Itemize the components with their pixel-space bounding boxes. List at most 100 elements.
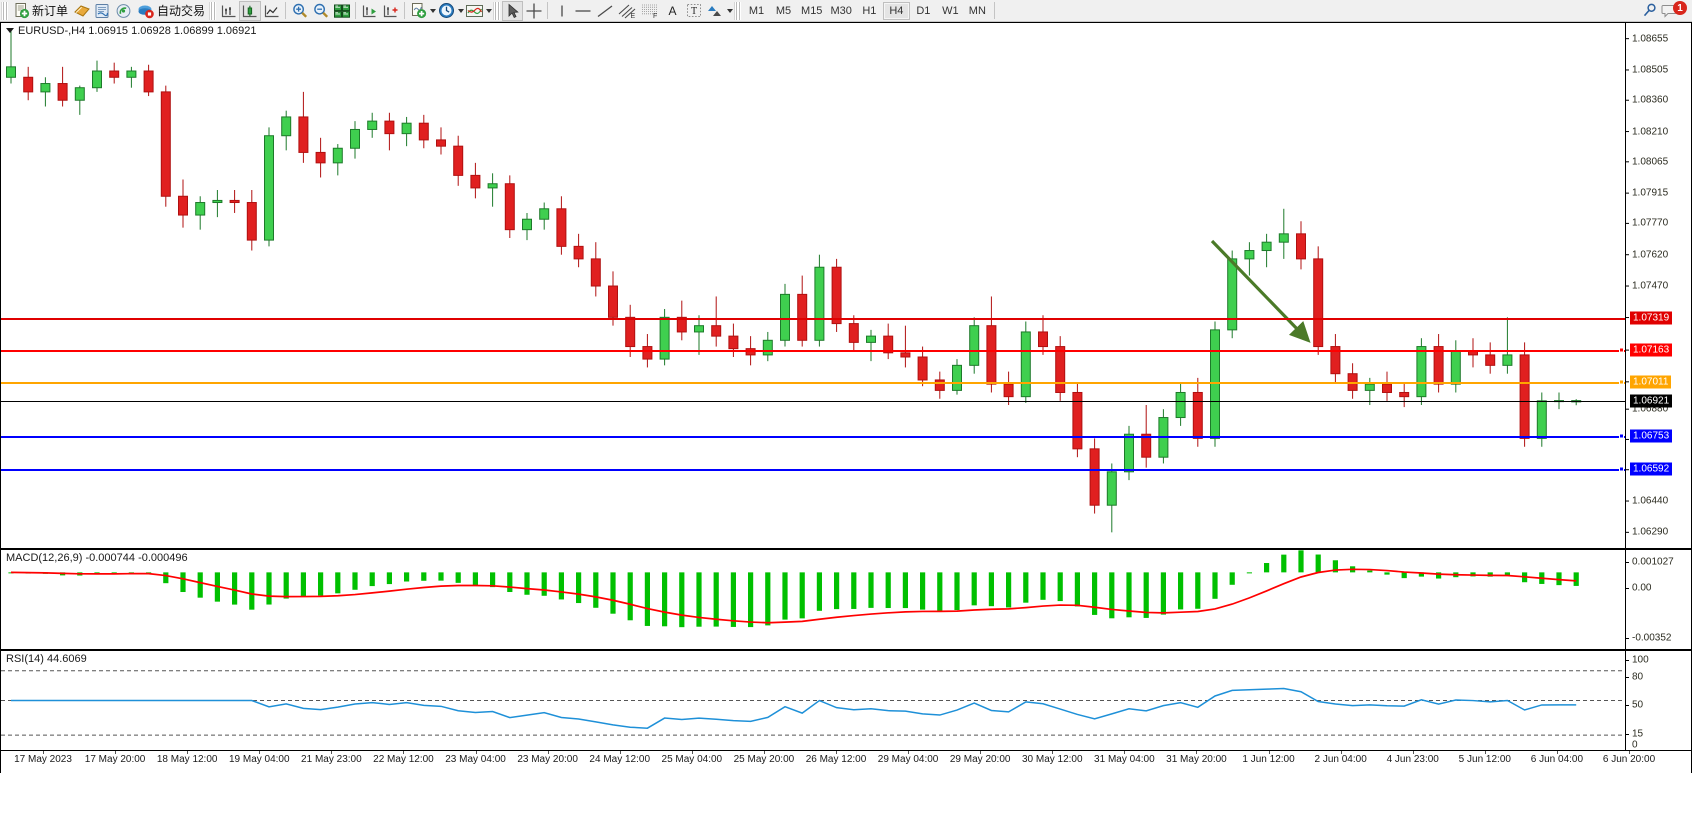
trendline-icon[interactable] [594,1,616,21]
toolbar-grip[interactable] [1,1,8,20]
price-axis-label: 1.08210 [1632,126,1669,138]
horizontal-line-icon[interactable] [572,1,594,21]
zoom-in-icon[interactable] [289,1,310,21]
indicator-dropdown-caret[interactable] [430,8,437,13]
price-tag-resistance-2[interactable]: 1.07319 [1630,311,1673,325]
time-axis-tick [403,751,405,754]
price-tag-support-2[interactable]: 1.06592 [1630,462,1673,476]
price-axis-label: 1.08065 [1632,156,1669,168]
time-axis-tick [908,751,910,754]
price-tag-pivot[interactable]: 1.07011 [1630,375,1672,389]
add-indicator-icon[interactable] [408,1,429,21]
textbox-tool-icon[interactable]: T [683,1,704,21]
new-order-label: 新订单 [32,4,69,18]
cursor-icon[interactable] [502,0,524,21]
macd-axis-tick-zero [1626,588,1629,589]
timeframe-h1[interactable]: H1 [862,4,877,17]
time-axis-label: 5 Jun 12:00 [1458,754,1511,765]
search-icon[interactable] [1639,1,1660,21]
rsi-axis-label-0: 0 [1632,739,1638,751]
time-axis-label: 4 Jun 23:00 [1386,754,1439,765]
level-handle-pivot[interactable] [1619,379,1624,385]
line-chart-icon[interactable] [261,1,282,21]
macd-pane[interactable]: MACD(12,26,9) -0.000744 -0.000496 0.0010… [0,549,1692,650]
time-axis-tick [259,751,261,754]
zoom-out-icon[interactable] [310,1,331,21]
timeframe-d1[interactable]: D1 [916,4,931,17]
auto-scroll-icon[interactable] [359,1,380,21]
chart-shift-icon[interactable] [380,1,401,21]
level-handle-support-2[interactable] [1619,466,1624,472]
svg-text:T: T [691,6,697,17]
price-pane[interactable]: EURUSD-,H4 1.06915 1.06928 1.06899 1.069… [0,22,1692,549]
price-tag-resistance-1[interactable]: 1.07163 [1630,343,1673,357]
level-handle-resistance-1[interactable] [1619,347,1624,353]
arrows-shapes-icon[interactable] [704,1,726,21]
candlestick-chart-icon[interactable] [239,0,262,21]
price-axis[interactable]: 1.08655 1.08505 1.08360 1.08210 1.08065 1.079… [1619,23,1691,548]
level-line-support-2[interactable] [1,469,1625,472]
timeframe-m30[interactable]: M30 [830,4,852,17]
price-tag-support-1[interactable]: 1.06753 [1630,429,1673,443]
notifications-icon[interactable]: 1 [1660,1,1688,21]
time-axis-tick [1556,751,1558,754]
signal-icon[interactable] [113,1,134,21]
toolbar-grip-4[interactable] [734,1,742,20]
timeframe-m15[interactable]: M15 [801,4,823,17]
rsi-axis-tick-50 [1626,705,1629,706]
rsi-plot-area[interactable] [1,651,1625,750]
time-axis-tick [547,751,549,754]
timeframe-mn[interactable]: MN [968,4,986,17]
template-icon[interactable] [71,1,92,21]
text-tool-icon[interactable]: A [662,1,683,21]
period-clock-icon[interactable] [436,1,457,21]
tile-windows-icon[interactable] [331,1,352,21]
price-axis-label: 1.06880 [1632,403,1669,415]
time-axis-tick [836,751,837,754]
timeframe-m5[interactable]: M5 [775,4,792,17]
price-tag-last-price[interactable]: 1.06921 [1630,394,1673,408]
rsi-axis[interactable]: 100 80 50 15 0 [1625,651,1691,750]
price-axis-label: 1.08505 [1632,64,1669,76]
period-dropdown-caret[interactable] [458,8,465,13]
level-line-resistance-2[interactable] [1,317,1625,320]
rsi-axis-label-80: 80 [1632,671,1644,683]
rsi-axis-tick-100 [1626,660,1629,661]
shapes-dropdown-caret[interactable] [727,8,734,13]
toolbar-grip-2[interactable] [209,1,217,20]
timeframe-w1[interactable]: W1 [942,4,959,17]
level-line-last-price[interactable] [1,400,1625,402]
time-axis-label: 17 May 2023 [14,754,72,765]
crosshair-icon[interactable] [523,1,544,21]
chart-container[interactable]: EURUSD-,H4 1.06915 1.06928 1.06899 1.069… [0,22,1692,839]
level-line-support-1[interactable] [1,435,1625,438]
vertical-line-icon[interactable] [551,1,572,21]
price-plot-area[interactable] [1,23,1625,548]
fibonacci-retracement-icon[interactable]: F [639,1,662,21]
template-dropdown-caret[interactable] [486,8,493,13]
template-chart-icon[interactable] [464,1,485,21]
price-axis-label: 1.07470 [1632,280,1669,292]
chart-collapse-caret[interactable] [6,27,14,33]
time-axis[interactable]: 17 May 2023 17 May 20:00 18 May 12:00 19 Ma… [0,751,1692,773]
macd-axis[interactable]: 0.001027 0.00 -0.00352 [1625,550,1691,649]
equidistant-channel-icon[interactable]: E [616,1,639,21]
rsi-axis-label-50: 50 [1632,699,1644,711]
timeframe-m1[interactable]: M1 [748,4,765,17]
level-line-pivot[interactable] [1,381,1625,384]
price-axis-label: 1.07770 [1632,217,1669,229]
time-axis-tick [475,751,477,754]
terminal-icon[interactable] [92,1,113,21]
new-order-button[interactable]: 新订单 [10,1,71,21]
toolbar-separator-1 [285,2,287,19]
time-axis-tick [43,751,44,754]
timeframe-h4[interactable]: H4 [882,1,910,20]
macd-plot-area[interactable] [1,550,1625,649]
rsi-pane[interactable]: RSI(14) 44.6069 100 80 50 15 0 [0,650,1692,751]
bar-chart-icon[interactable] [218,1,239,21]
level-line-resistance-1[interactable] [1,350,1625,353]
auto-trading-button[interactable]: 自动交易 [134,1,208,21]
level-handle-support-1[interactable] [1619,433,1624,439]
toolbar-grip-3[interactable] [493,1,501,20]
